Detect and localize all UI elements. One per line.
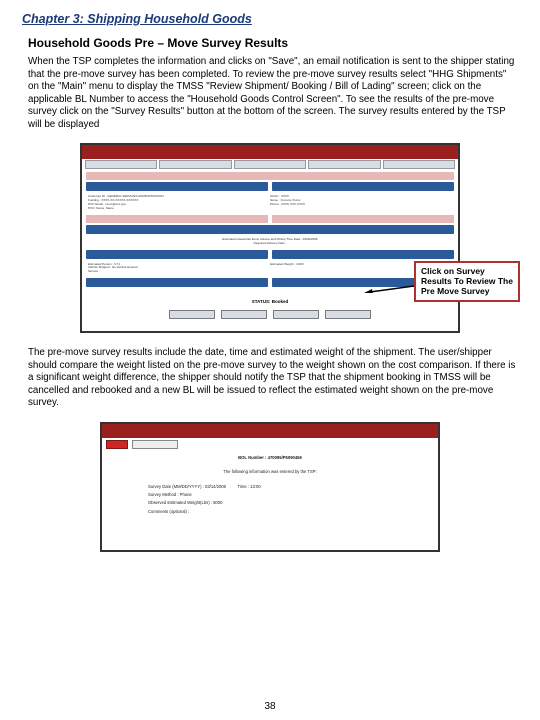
control-screen-figure: Customer ID : GENERAL SERVICES ADMINISTR… — [80, 143, 460, 333]
fig2-line: Observed Estimated Weight(Lbs) : 5000 — [108, 499, 432, 507]
fig2-line: Survey Date (MM/DD/YYYY) : 03/14/2006 Ti… — [108, 483, 432, 491]
fig1-tab — [308, 160, 380, 169]
fig-button — [221, 310, 267, 319]
intro-paragraph-2: The pre-move survey results include the … — [28, 347, 516, 410]
bol-number — [272, 215, 454, 223]
fig1-tab — [85, 160, 157, 169]
mock-text: POC: Name, Name — [88, 207, 270, 211]
shipment-info-header — [86, 225, 454, 234]
intro-paragraph-1: When the TSP completes the information a… — [28, 56, 516, 131]
page-number: 38 — [0, 701, 540, 712]
figure-2-wrap: BOL Number : 470095/P5090456 The followi… — [22, 422, 518, 552]
fig1-tab — [383, 160, 455, 169]
fig-button — [325, 310, 371, 319]
figure-1-wrap: Customer ID : GENERAL SERVICES ADMINISTR… — [22, 143, 518, 333]
section-title: Household Goods Pre – Move Survey Result… — [28, 36, 518, 50]
exit-button — [106, 440, 128, 449]
fig1-detail-headers — [82, 250, 458, 259]
callout-arrow — [364, 285, 414, 293]
shipment-dates: Estimated Household Items Volume and Pic… — [82, 236, 458, 248]
fig1-tab — [234, 160, 306, 169]
fig2-header-bar — [102, 424, 438, 438]
addr-header — [86, 278, 268, 287]
fig2-line: Comments (optional) : — [108, 508, 432, 516]
fig1-buttons — [82, 306, 458, 323]
fig2-bol: BOL Number : 470095/P5090456 — [108, 454, 432, 462]
fig-button — [273, 310, 319, 319]
fig1-info-headers — [82, 182, 458, 191]
fig1-subheader — [86, 172, 454, 180]
audit-trail-button — [132, 440, 178, 449]
tsp-info-header — [272, 182, 454, 191]
fig1-info-body: Customer ID : GENERAL SERVICES ADMINISTR… — [82, 193, 458, 213]
survey-results-figure: BOL Number : 470095/P5090456 The followi… — [100, 422, 440, 552]
callout-box: Click on Survey Results To Review The Pr… — [414, 261, 520, 302]
fig1-header-bar — [82, 145, 458, 159]
detail-header — [86, 250, 268, 259]
shipper-info-header — [86, 182, 268, 191]
mock-text: Phone : (XXX) XXX-XXXX — [270, 203, 452, 207]
mock-text: Service : — [88, 270, 270, 274]
chapter-title: Chapter 3: Shipping Household Goods — [22, 12, 518, 26]
fig1-detail-body: Estimated Person : 0.71 Vehicle Shipped … — [82, 261, 458, 277]
detail-header — [272, 250, 454, 259]
fig2-line: The following information was entered by… — [108, 468, 432, 476]
fig-button — [169, 310, 215, 319]
status-row: STATUS: Booked — [82, 297, 458, 306]
status-label: STATUS: — [252, 299, 271, 304]
mock-text: Required Delivery Date : — [88, 242, 452, 246]
fig1-tab — [159, 160, 231, 169]
status-value: Booked — [272, 299, 289, 304]
cas-order — [86, 215, 268, 223]
fig1-tabs — [82, 159, 458, 170]
fig1-order-row — [82, 215, 458, 223]
fig2-line: Survey Method : Phone — [108, 491, 432, 499]
fig2-body: BOL Number : 470095/P5090456 The followi… — [108, 454, 432, 516]
